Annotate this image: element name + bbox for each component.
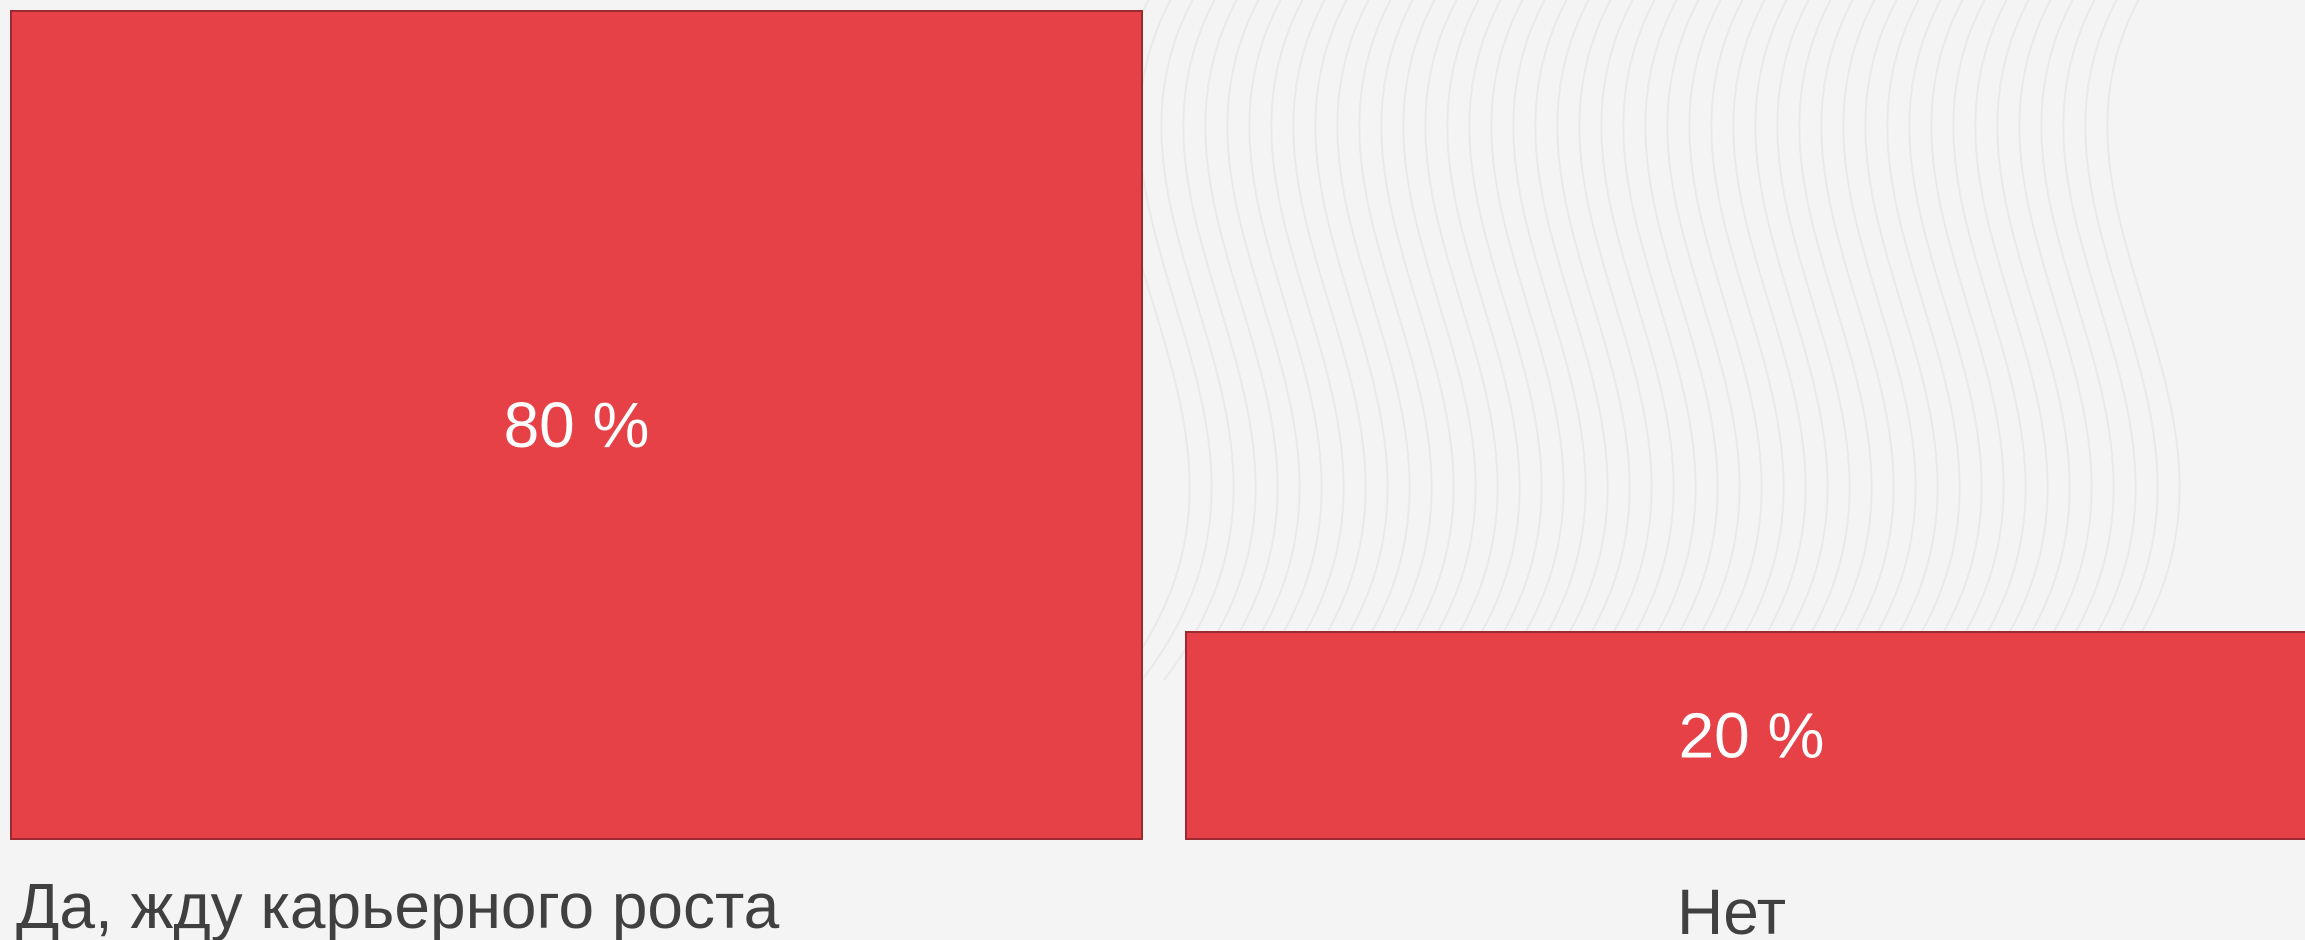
bar-value-label: 20 % bbox=[1679, 700, 1825, 772]
background-wave-line bbox=[1644, 0, 1719, 681]
bar-2 bbox=[1185, 631, 2305, 840]
background-wave-line bbox=[1446, 0, 1521, 681]
background-wave-line bbox=[1842, 0, 1917, 681]
background-wave-line bbox=[1710, 0, 1785, 681]
background-wave-line bbox=[1160, 0, 1235, 681]
background-wave-line bbox=[1908, 0, 1983, 681]
background-wave-line bbox=[1292, 0, 1367, 681]
background-wave-line bbox=[1380, 0, 1455, 681]
background-wave-line bbox=[2106, 0, 2181, 681]
background-wave-line bbox=[1490, 0, 1565, 681]
background-wave-line bbox=[1622, 0, 1697, 681]
background-wave-line bbox=[1952, 0, 2027, 681]
background-wave-line bbox=[1402, 0, 1477, 681]
background-wave-line bbox=[1666, 0, 1741, 681]
background-wave-line bbox=[1754, 0, 1829, 681]
background-wave-line bbox=[1996, 0, 2071, 681]
background-wave-line bbox=[1204, 0, 1279, 681]
background-wave-line bbox=[1578, 0, 1653, 681]
background-wave-line bbox=[1534, 0, 1609, 681]
background-wave-line bbox=[1336, 0, 1411, 681]
background-wave-line bbox=[2040, 0, 2115, 681]
category-label: Нет bbox=[1677, 876, 1786, 940]
background-wave-line bbox=[1974, 0, 2049, 681]
background-wave-line bbox=[1248, 0, 1323, 681]
background-wave-line bbox=[1424, 0, 1499, 681]
bar-value-label: 80 % bbox=[504, 389, 650, 461]
background-wave-line bbox=[1314, 0, 1389, 681]
background-wave-line bbox=[2062, 0, 2137, 681]
background-wave-line bbox=[1820, 0, 1895, 681]
background-wave-line bbox=[1688, 0, 1763, 681]
background-wave-line bbox=[1182, 0, 1257, 681]
background-wave-line bbox=[1864, 0, 1939, 681]
background-wave-line bbox=[1600, 0, 1675, 681]
background-wave-line bbox=[1512, 0, 1587, 681]
background-wave-line bbox=[1776, 0, 1851, 681]
background-wave-line bbox=[2084, 0, 2159, 681]
bar-1 bbox=[10, 10, 1143, 840]
background-wave-line bbox=[1226, 0, 1301, 681]
background-wave-line bbox=[1468, 0, 1543, 681]
background-wave-line bbox=[1358, 0, 1433, 681]
background-wave-line bbox=[1556, 0, 1631, 681]
background-wave-line bbox=[1930, 0, 2005, 681]
background-wave-line bbox=[1886, 0, 1961, 681]
category-label: Да, жду карьерного роста bbox=[16, 870, 780, 940]
background-wave-line bbox=[1270, 0, 1345, 681]
background-wave-line bbox=[1798, 0, 1873, 681]
background-wave-line bbox=[2018, 0, 2093, 681]
background-wave-line bbox=[1732, 0, 1807, 681]
